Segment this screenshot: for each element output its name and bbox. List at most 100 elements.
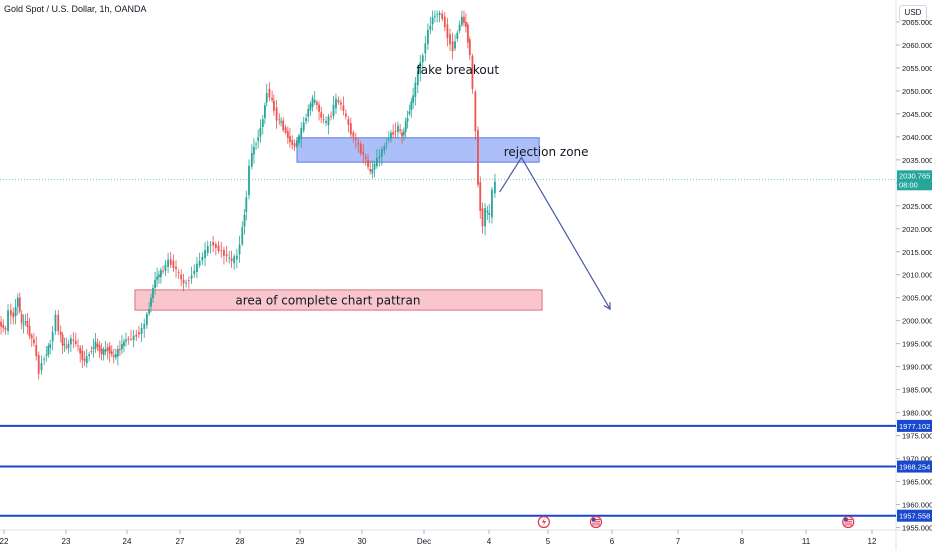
candle [371,160,374,179]
candle [390,130,392,143]
x-tick-label: 4 [487,537,492,546]
candle [94,333,97,353]
candle [172,254,175,272]
candle [295,138,298,150]
projection-path-line[interactable] [499,156,611,310]
candle [118,340,121,357]
candle [175,260,177,278]
candle [228,250,231,264]
candle [167,252,169,273]
level-price-tag [897,509,932,522]
x-tick-label: Dec [417,537,431,546]
candle [397,121,399,139]
candle [264,102,266,125]
candle [257,129,260,149]
candle [344,109,347,120]
candle [443,12,446,32]
y-tick-label: 1965.000 [902,478,932,487]
x-tick-label: 30 [358,537,367,546]
candle [121,335,123,355]
candle [63,337,66,352]
fake-breakout-label: fake breakout [417,63,500,77]
candle [193,264,196,278]
candle [248,159,250,200]
y-tick-label: 2020.000 [902,225,932,234]
candle [463,10,465,27]
candle [330,111,332,121]
candle [135,329,138,341]
candle [37,351,40,380]
candle [201,252,204,265]
candle [302,116,305,133]
candle [320,106,323,124]
candle [427,23,429,50]
candle [177,269,180,280]
candle [209,240,212,254]
candle [318,101,320,121]
candle [380,146,383,166]
candle [0,316,2,335]
candle [265,84,268,107]
candle [275,99,278,129]
candle [406,110,409,129]
candle [349,117,352,138]
currency-button[interactable]: USD [899,5,927,21]
candle [243,208,246,235]
candle [85,348,88,368]
x-tick-label: 11 [802,537,811,546]
candle [491,187,493,224]
candle [83,350,86,367]
level-price-label: 1957.558 [899,512,930,521]
candle [271,90,273,103]
candle [347,115,350,133]
flash-bolt-icon [541,518,547,526]
candle [225,245,228,263]
candle [102,346,105,361]
candle [392,124,395,139]
candle [233,253,236,270]
candle [164,260,167,277]
candle [100,343,103,361]
rejection-zone-box[interactable] [296,137,540,163]
candle [460,10,463,28]
candle [26,312,29,335]
candle [286,126,289,144]
candle [291,135,294,150]
candle [150,293,152,313]
candle [311,95,314,112]
level-price-tag [897,460,932,473]
flag-canton [592,518,596,521]
candle [293,139,296,151]
candle [125,332,127,347]
candle [414,77,417,106]
candle [280,117,282,127]
x-tick-label: 7 [676,537,681,546]
y-tick-label: 2050.000 [902,87,932,96]
candle [90,346,93,354]
candle [402,127,405,141]
y-tick-label: 1955.000 [902,523,932,532]
candle [408,104,411,117]
candle [431,10,434,31]
candle [327,113,330,135]
candle [399,124,402,135]
candle [367,153,369,170]
candle [65,337,68,350]
y-tick-label: 1990.000 [902,363,932,372]
candle [385,138,388,150]
candle [352,130,355,143]
candle [69,334,72,353]
candle [488,204,491,223]
candle [479,176,482,219]
candle [123,338,125,353]
pattern-area-box[interactable] [134,289,543,311]
candle [180,269,183,287]
candle [394,122,397,139]
candle [182,273,185,292]
x-tick-label: 6 [610,537,615,546]
candle [158,270,160,284]
x-tick-label: 5 [546,537,551,546]
candle [250,144,253,170]
y-tick-label: 2010.000 [902,271,932,280]
